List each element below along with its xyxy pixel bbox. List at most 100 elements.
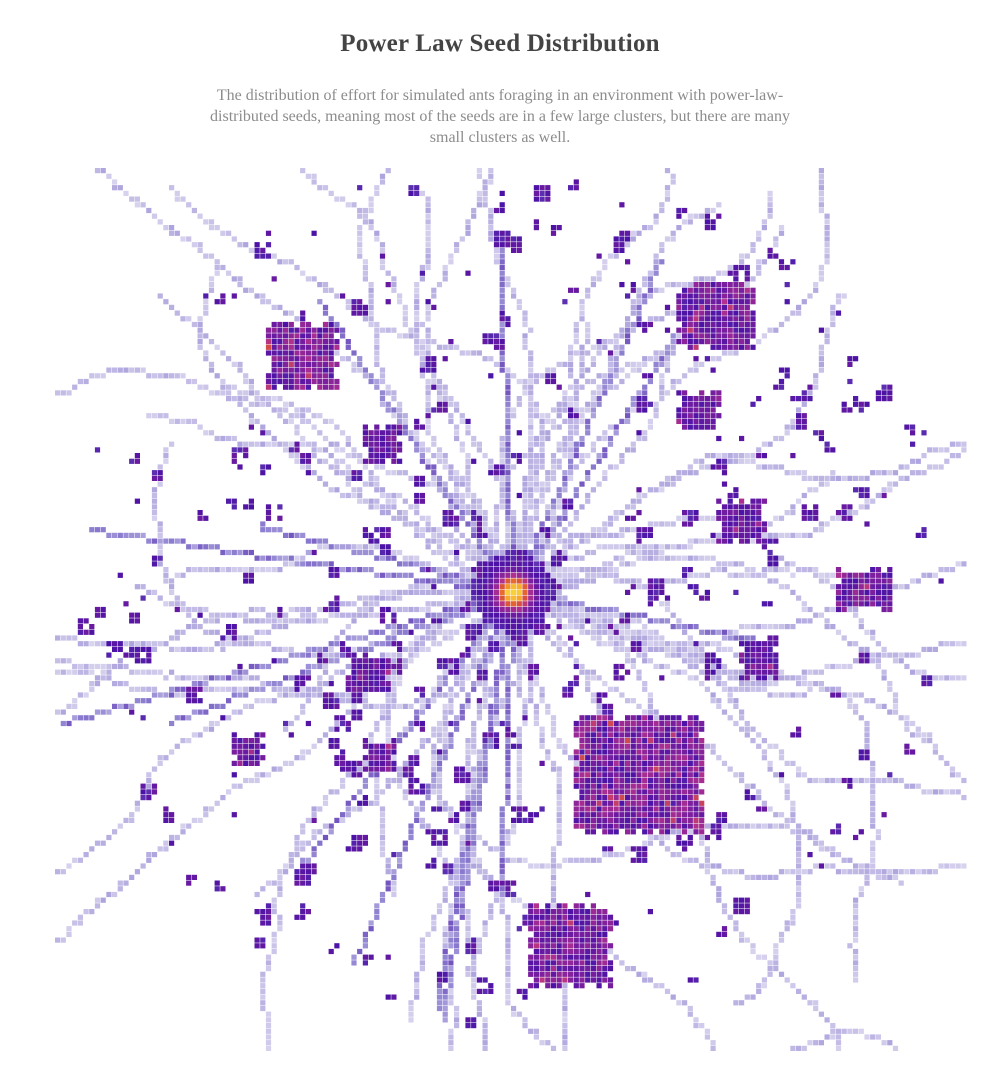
trail-cell [465,521,471,527]
trail-cell [499,367,505,373]
trail-cell [231,549,237,556]
trail-cell [414,316,420,322]
heatmap-cell [699,407,705,413]
trail-cell [305,464,311,470]
trail-cell [476,777,482,784]
trail-cell [77,641,83,647]
trail-cell [642,299,648,305]
trail-cell [231,236,237,242]
heatmap-cell [277,373,283,379]
trail-cell [169,720,175,727]
trail-cell [471,971,477,977]
trail-cell [106,663,112,670]
trail-cell [522,378,528,385]
trail-cell [448,635,454,641]
trail-cell [374,487,380,493]
trail-cell [602,567,608,573]
trail-cell [801,606,807,613]
trail-cell [625,635,631,641]
heatmap-cell [488,333,494,339]
trail-cell [607,356,614,362]
heatmap-cell [739,538,745,544]
trail-cell [448,259,454,265]
trail-cell [676,852,682,858]
heatmap-cell [328,356,334,362]
heatmap-cell [710,407,716,413]
trail-cell [471,504,477,510]
heatmap-cell [431,367,437,373]
trail-cell [744,720,750,727]
trail-cell [721,270,728,276]
trail-cell [625,333,631,339]
trail-cell [778,435,785,442]
trail-cell [533,720,539,727]
heatmap-cell [151,555,158,561]
trail-cell [134,196,140,202]
trail-cell [442,709,448,715]
trail-cell [140,669,146,675]
heatmap-cell [693,339,699,345]
heatmap-cell [647,578,653,584]
heatmap-cell [739,344,745,350]
heatmap-cell [357,310,363,316]
heatmap-cell [676,213,682,219]
heatmap-cell [294,447,300,453]
trail-cell [733,635,739,641]
trail-cell [813,681,819,687]
trail-cell [881,652,887,658]
trail-cell [237,549,243,556]
trail-cell [488,207,494,214]
trail-cell [847,510,853,516]
trail-cell [174,629,180,635]
trail-cell [385,510,391,516]
trail-cell [129,532,135,538]
trail-cell [596,703,602,709]
heatmap-cell [379,441,386,447]
trail-cell [739,686,745,692]
heatmap-cell [647,373,653,379]
trail-cell [767,966,773,972]
trail-cell [454,430,460,436]
heatmap-cell [237,464,243,470]
trail-cell [300,435,306,442]
trail-cell [465,937,471,943]
trail-cell [499,652,505,658]
trail-cell [790,806,796,812]
trail-cell [710,874,716,880]
heatmap-cell [300,333,306,339]
trail-cell [796,310,802,316]
trail-cell [750,453,756,459]
trail-cell [835,663,842,670]
trail-cell [516,755,522,761]
heatmap-cell [436,407,443,413]
trail-cell [431,692,437,698]
trail-cell [488,715,494,721]
trail-cell [847,703,853,709]
heatmap-cell [277,515,283,521]
trail-cell [419,344,425,350]
trail-cell [100,168,106,174]
trail-cell [664,601,671,607]
trail-cell [271,937,277,943]
heatmap-cell [243,447,249,453]
trail-cell [414,447,420,453]
trail-cell [186,544,192,550]
trail-cell [94,641,101,647]
trail-cell [818,361,824,367]
trail-cell [117,703,123,709]
trail-cell [556,492,562,499]
trail-cell [516,521,522,527]
heatmap-cell [362,527,368,533]
heatmap-cell [858,584,864,590]
trail-cell [197,606,203,613]
trail-cell [385,863,391,869]
trail-cell [454,538,460,544]
heatmap-cell [311,350,317,356]
trail-cell [277,920,283,926]
trail-cell [482,549,488,556]
heatmap-cell [288,327,294,333]
trail-cell [237,669,243,675]
heatmap-cell [716,333,722,339]
trail-cell [60,720,66,727]
heatmap-cell [642,532,648,538]
